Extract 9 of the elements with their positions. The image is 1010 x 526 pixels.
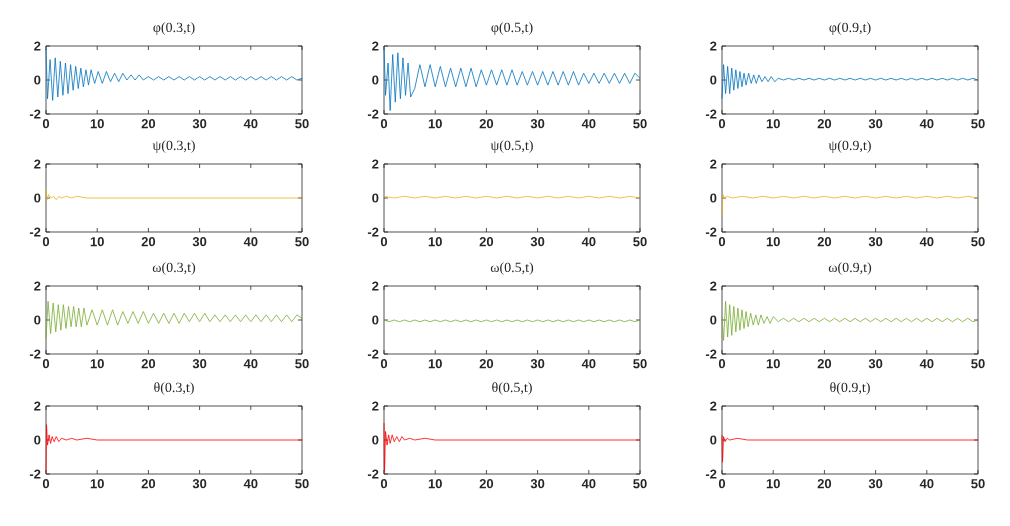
line-series	[45, 300, 303, 340]
line-series	[721, 434, 979, 463]
line-series	[721, 194, 979, 216]
line-series	[45, 424, 303, 473]
line-series	[721, 64, 979, 100]
line-series	[45, 49, 303, 101]
line-series	[383, 45, 641, 111]
line-series	[383, 422, 641, 473]
line-series	[721, 300, 979, 341]
